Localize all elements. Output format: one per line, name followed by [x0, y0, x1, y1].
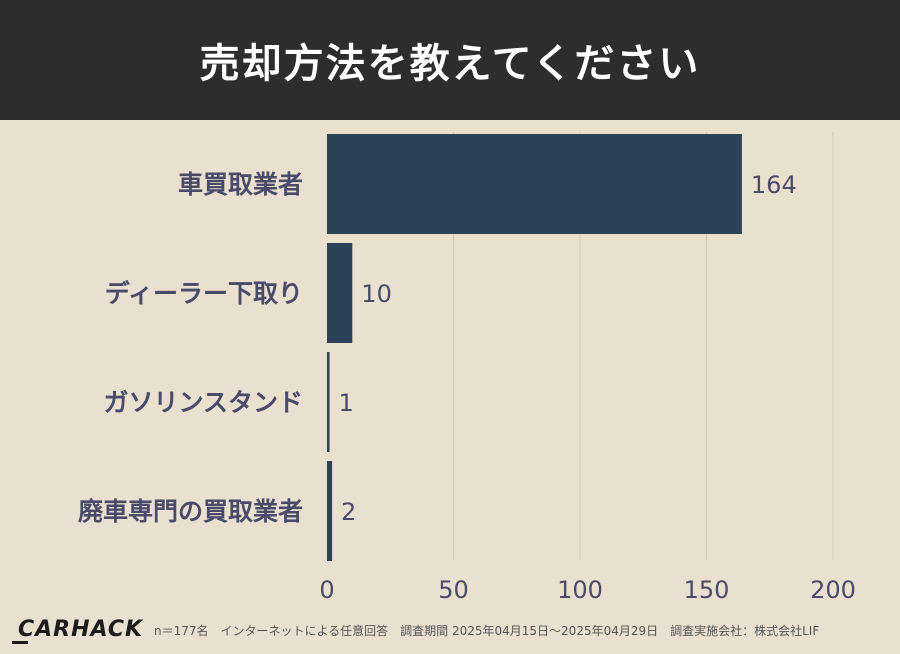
x-tick-label-50: 50: [438, 576, 469, 604]
value-label-0: 164: [751, 171, 797, 199]
category-label-3: 廃車専門の買取業者: [78, 497, 303, 526]
header-bar: 売却方法を教えてください: [0, 0, 900, 120]
bar-0: [327, 134, 742, 234]
page-title: 売却方法を教えてください: [199, 41, 701, 87]
bar-1: [327, 243, 353, 343]
bar-3: [327, 461, 333, 561]
value-label-1: 10: [361, 280, 392, 308]
value-label-3: 2: [341, 498, 356, 526]
bar-chart: 車買取業者 164 ディーラー下取り 10 ガソリンスタンド 1 廃車専門の買取業者 2 0 50…: [78, 132, 856, 604]
x-tick-label-150: 150: [684, 576, 730, 604]
survey-note: n＝177名 インターネットによる任意回答 調査期間 2025年04月15日〜2…: [154, 624, 820, 638]
chart-area: 車買取業者 164 ディーラー下取り 10 ガソリンスタンド 1 廃車専門の買取業者 2 0 50…: [0, 120, 900, 608]
category-label-0: 車買取業者: [178, 170, 303, 199]
category-label-2: ガソリンスタンド: [103, 388, 303, 417]
footer: CARHACK n＝177名 インターネットによる任意回答 調査期間 2025年…: [0, 608, 900, 654]
x-tick-label-100: 100: [557, 576, 603, 604]
value-label-2: 1: [339, 389, 354, 417]
bar-2: [327, 352, 330, 452]
category-label-1: ディーラー下取り: [105, 279, 303, 308]
x-tick-label-200: 200: [810, 576, 856, 604]
x-tick-label-0: 0: [319, 576, 334, 604]
logo-text: CARHACK: [18, 617, 144, 642]
logo-underline: [12, 641, 28, 644]
carhack-logo: CARHACK: [12, 615, 142, 647]
